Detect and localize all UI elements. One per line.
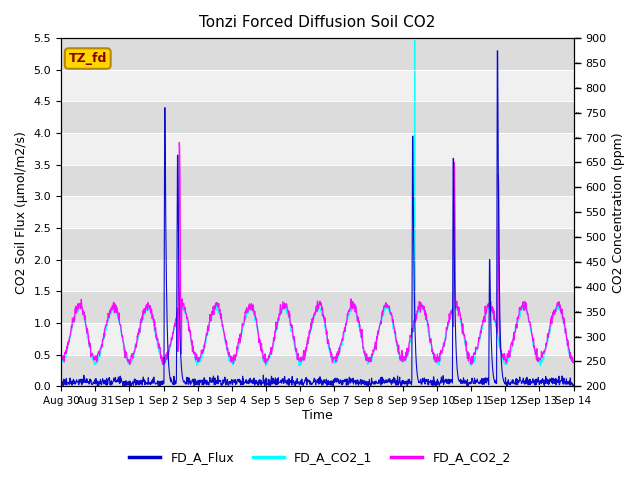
Y-axis label: CO2 Concentration (ppm): CO2 Concentration (ppm): [612, 132, 625, 292]
Bar: [61, 260, 573, 291]
Bar: [61, 196, 573, 228]
Bar: [61, 228, 573, 260]
Title: Tonzi Forced Diffusion Soil CO2: Tonzi Forced Diffusion Soil CO2: [199, 15, 435, 30]
Legend: FD_A_Flux, FD_A_CO2_1, FD_A_CO2_2: FD_A_Flux, FD_A_CO2_1, FD_A_CO2_2: [124, 446, 516, 469]
Bar: [61, 355, 573, 386]
Bar: [61, 70, 573, 101]
Bar: [61, 38, 573, 70]
Text: TZ_fd: TZ_fd: [68, 52, 107, 65]
Bar: [61, 133, 573, 165]
Bar: [61, 291, 573, 323]
X-axis label: Time: Time: [302, 409, 333, 422]
Bar: [61, 323, 573, 355]
Bar: [61, 165, 573, 196]
Bar: [61, 101, 573, 133]
Y-axis label: CO2 Soil Flux (μmol/m2/s): CO2 Soil Flux (μmol/m2/s): [15, 131, 28, 294]
